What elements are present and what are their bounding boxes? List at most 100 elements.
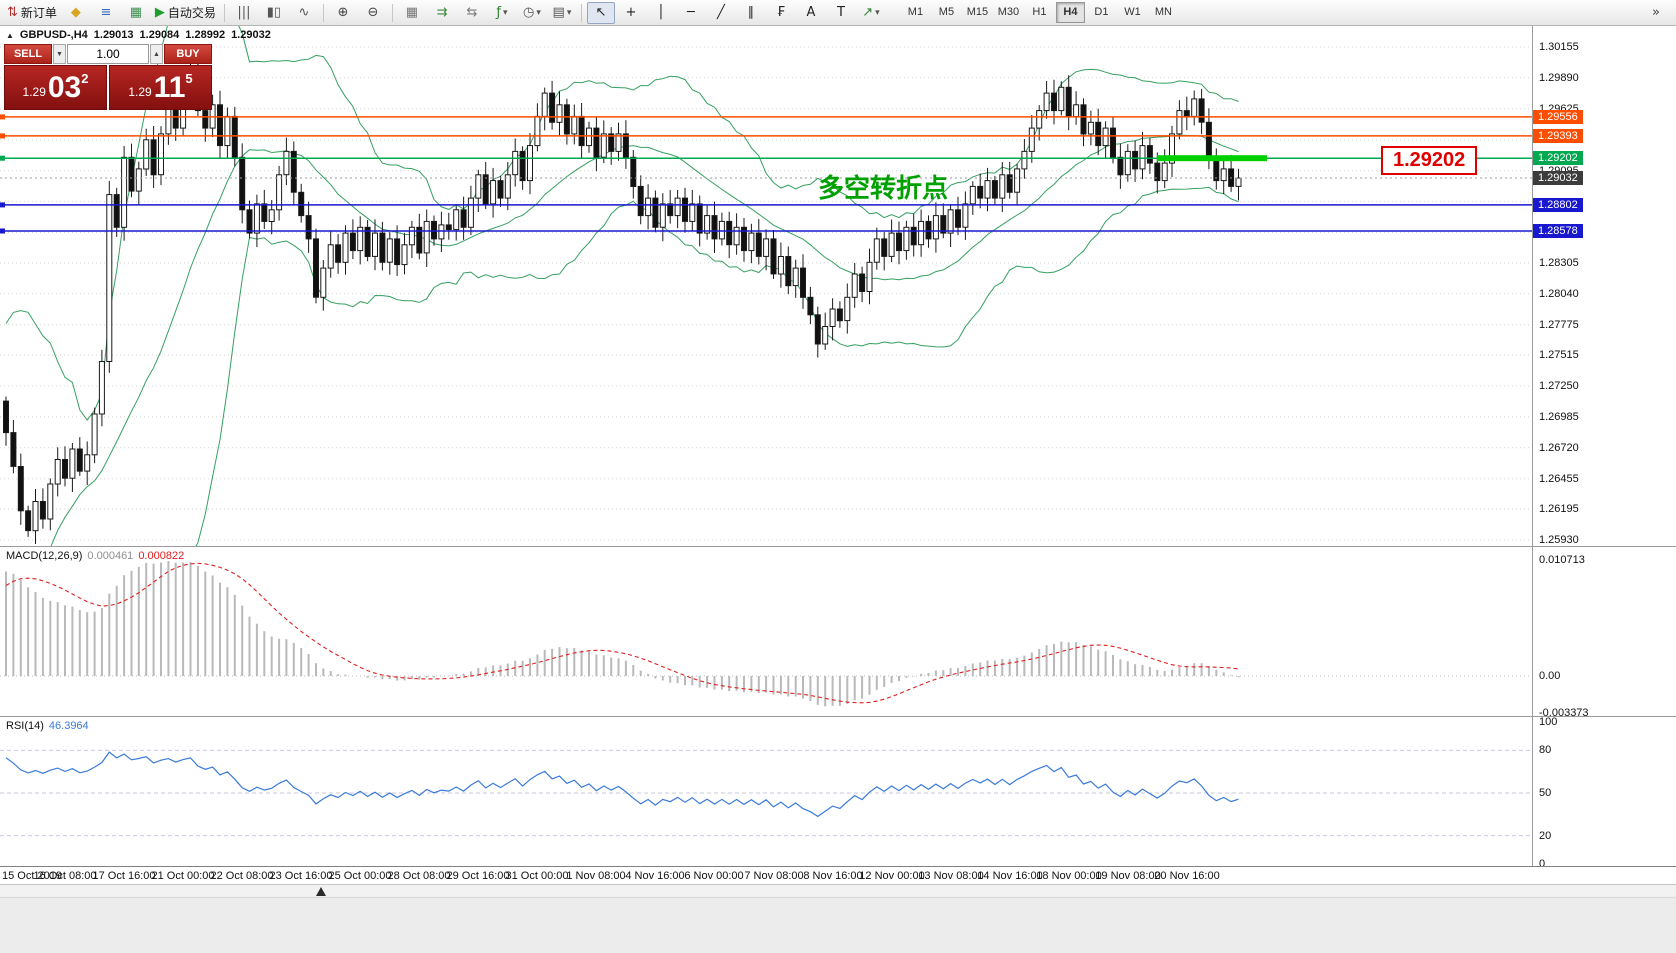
horizontal-scrollbar[interactable] [0, 884, 1676, 897]
one-click-panel-toggle-icon[interactable]: ▲ [6, 30, 14, 40]
quote-high: 1.29084 [139, 29, 180, 41]
rsi-line [5, 751, 1239, 818]
price-scale-label: 1.26455 [1539, 473, 1579, 485]
price-scale-label: 1.27515 [1539, 349, 1579, 361]
periods-icon: ◷ [523, 5, 535, 20]
spinner-down-icon: ▼ [56, 50, 63, 58]
sell-button[interactable]: SELL [4, 44, 52, 64]
market-watch-button[interactable]: ≡ [92, 2, 120, 24]
trendline-button[interactable]: ╱ [707, 2, 735, 24]
volume-decrease-button[interactable]: ▼ [53, 44, 66, 64]
macd-indicator-label: MACD(12,26,9) 0.000461 0.000822 [6, 550, 189, 562]
crosshair-button[interactable]: + [617, 2, 645, 24]
buy-price-prefix: 1.29 [128, 85, 152, 99]
time-axis[interactable]: 15 Oct 2019 16 Oct 08:00 17 Oct 16:00 21 Oc… [0, 866, 1676, 884]
timeframe-m30[interactable]: M30 [997, 6, 1020, 18]
label-button[interactable]: T [827, 2, 855, 24]
buy-price-pip: 5 [185, 71, 193, 86]
spinner-up-icon: ▲ [153, 50, 160, 58]
horizontal-line-button[interactable]: ─ [677, 2, 705, 24]
indicators-button[interactable]: ƒ ▾ [488, 2, 516, 24]
timeframe-mn[interactable]: MN [1154, 6, 1172, 18]
drawing-tools-button[interactable]: ↗ ▾ [857, 2, 885, 24]
auto-scroll-icon: ⇉ [436, 5, 448, 20]
metaeditor-icon: ◆ [70, 5, 81, 20]
buy-price-button[interactable]: 1.29 11 5 [109, 65, 212, 110]
price-scale-label: 1.27775 [1539, 319, 1579, 331]
timeframe-h1[interactable]: H1 [1032, 6, 1047, 18]
new-order-label: 新订单 [20, 6, 57, 20]
timeframe-d1[interactable]: D1 [1094, 6, 1109, 18]
rsi-indicator-label: RSI(14) 46.3964 [6, 720, 94, 732]
new-order-button[interactable]: ⇅ 新订单 [4, 2, 60, 24]
buy-button[interactable]: BUY [164, 44, 212, 64]
pane-separator[interactable] [0, 546, 1676, 547]
zoom-in-button[interactable]: ⊕ [329, 2, 357, 24]
vertical-line-icon: │ [657, 5, 665, 20]
data-window-icon: ▦ [129, 5, 143, 20]
price-scale-label: 1.28040 [1539, 288, 1579, 300]
volume-increase-button[interactable]: ▲ [150, 44, 163, 64]
cursor-icon: ↖ [595, 5, 607, 20]
annotation-turning-point[interactable]: 多空转折点 [818, 174, 949, 204]
toolbar-icon-groups: ⇅ 新订单 ◆ ≡ ▦ ▶ 自动交易 ||| ▮▯ ∿ ⊕ ⊖ ▦ ⇉ ⇆ ƒ ▾ ◷ ▾ ▤ ▾ ↖ + │ ─ ╱ ∥ ₣ A T ↗ ▾ [3, 1, 886, 24]
data-window-button[interactable]: ▦ [122, 2, 150, 24]
sell-price-button[interactable]: 1.29 03 2 [4, 65, 107, 110]
pane-separator[interactable] [0, 716, 1676, 717]
timeframe-m1[interactable]: M1 [907, 6, 924, 18]
autotrading-button[interactable]: ▶ 自动交易 [152, 2, 219, 24]
date-label: 18 Nov 00:00 [1036, 870, 1102, 882]
timeframe-m5[interactable]: M5 [938, 6, 955, 18]
macd-scale-label: 0.010713 [1539, 554, 1585, 566]
price-badge: 1.29202 [1533, 151, 1583, 165]
macd-pane-canvas[interactable] [0, 547, 1532, 716]
rsi-scale-label: 80 [1539, 744, 1552, 756]
rsi-scale-label: 0 [1539, 858, 1546, 870]
timeframe-m15[interactable]: M15 [966, 6, 989, 18]
rsi-pane-canvas[interactable] [0, 717, 1532, 866]
line-chart-button[interactable]: ∿ [290, 2, 318, 24]
fibonacci-button[interactable]: ₣ [767, 2, 795, 24]
templates-icon: ▤ [552, 5, 565, 20]
price-scale-label: 1.25930 [1539, 534, 1579, 546]
chart-shift-icon: ⇆ [466, 5, 478, 20]
scroll-position-marker[interactable] [316, 887, 326, 896]
metaeditor-button[interactable]: ◆ [62, 2, 90, 24]
candlestick-chart-button[interactable]: ▮▯ [260, 2, 288, 24]
caret-down-icon: ▾ [502, 7, 508, 17]
quote-open: 1.29013 [93, 29, 134, 41]
main-chart-canvas[interactable] [0, 26, 1532, 655]
timeframe-h4[interactable]: H4 [1055, 2, 1085, 23]
chart-shift-button[interactable]: ⇆ [458, 2, 486, 24]
quote-low: 1.28992 [185, 29, 226, 41]
cursor-button[interactable]: ↖ [586, 1, 615, 24]
volume-input[interactable] [67, 44, 149, 64]
date-label: 21 Oct 00:00 [151, 870, 215, 882]
horizontal-lines-layer[interactable] [0, 114, 1532, 234]
tile-windows-button[interactable]: ▦ [398, 2, 426, 24]
annotation-price-label[interactable]: 1.29202 [1381, 146, 1478, 175]
zoom-out-button[interactable]: ⊖ [359, 2, 387, 24]
label-icon: T [836, 5, 845, 20]
autotrading-icon: ▶ [154, 5, 165, 20]
vertical-line-button[interactable]: │ [647, 2, 675, 24]
bar-chart-button[interactable]: ||| [230, 2, 258, 24]
price-scale[interactable]: 1.301551.298901.296251.290951.283051.280… [1532, 26, 1676, 870]
text-icon: A [806, 5, 816, 20]
auto-scroll-button[interactable]: ⇉ [428, 2, 456, 24]
date-label: 7 Nov 08:00 [744, 870, 804, 882]
indicators-icon: ƒ [496, 5, 501, 20]
toolbar-separator [580, 3, 582, 22]
channel-button[interactable]: ∥ [737, 2, 765, 24]
bar-chart-icon: ||| [237, 5, 251, 20]
timeframe-w1[interactable]: W1 [1124, 6, 1141, 18]
text-button[interactable]: A [797, 2, 825, 24]
support-line-1-left-marker [0, 202, 5, 208]
price-scale-label: 1.27250 [1539, 380, 1579, 392]
sell-price-pip: 2 [81, 71, 89, 86]
periods-button[interactable]: ◷ ▾ [518, 2, 546, 24]
price-scale-label: 1.29890 [1539, 72, 1579, 84]
toolbar-overflow-button[interactable]: » [1642, 2, 1670, 24]
templates-button[interactable]: ▤ ▾ [548, 2, 576, 24]
turning-point-highlight-bar [1157, 155, 1267, 162]
